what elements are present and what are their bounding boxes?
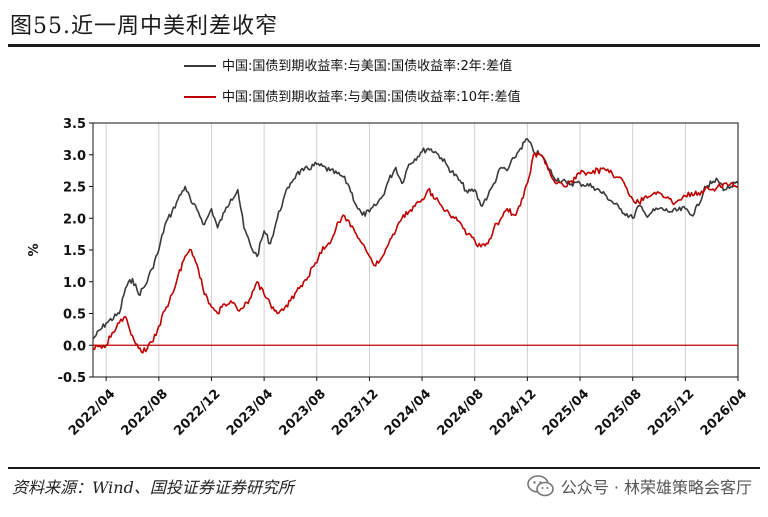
series-line-0 [92,138,739,340]
y-tick-label-1: 0.0 [63,339,86,354]
watermark-text: 公众号 · 林荣雄策略会客厅 [560,478,752,497]
y-axis-label: % [27,243,42,256]
figure-title: 图55.近一周中美利差收窄 [10,14,278,39]
y-tick-label-0: -0.5 [58,371,86,386]
y-axis-ticks: -0.5 0.0 0.5 1.0 1.5 2.0 2.5 3.0 3.5 [58,117,93,386]
y-tick-label-3: 1.0 [63,276,86,291]
source-note: 资料来源：Wind、国投证券证券研究所 [12,478,294,497]
x-tick-label-5: 2023/12 [329,387,381,439]
x-tick-label-0: 2022/04 [66,387,118,439]
y-tick-label-5: 2.0 [63,212,86,227]
x-tick-label-12: 2026/04 [698,387,750,439]
line-chart: 中国:国债到期收益率:与美国:国债收益率:2年:差值中国:国债到期收益率:与美国… [27,58,750,439]
y-tick-label-2: 0.5 [63,308,86,323]
x-tick-label-3: 2023/04 [224,387,276,439]
watermark: 公众号 · 林荣雄策略会客厅 [526,474,752,498]
x-tick-label-9: 2025/04 [540,387,592,439]
x-tick-label-4: 2023/08 [277,387,329,439]
legend: 中国:国债到期收益率:与美国:国债收益率:2年:差值中国:国债到期收益率:与美国… [184,58,520,105]
x-tick-label-6: 2024/04 [382,387,434,439]
y-tick-label-7: 3.0 [63,149,86,164]
y-tick-label-4: 1.5 [63,244,86,259]
x-tick-label-8: 2024/12 [487,387,539,439]
title-divider [8,44,760,47]
x-tick-label-10: 2025/08 [593,387,645,439]
x-tick-label-7: 2024/08 [435,387,487,439]
series-layer [92,138,739,354]
x-tick-label-1: 2022/08 [119,387,171,439]
y-tick-label-6: 2.5 [63,181,86,196]
x-tick-label-2: 2022/12 [171,387,223,439]
legend-label-0: 中国:国债到期收益率:与美国:国债收益率:2年:差值 [222,58,512,74]
x-tick-label-11: 2025/12 [645,387,697,439]
x-axis-ticks: 2022/04 2022/08 2022/12 2023/04 2023/08 2023/… [66,377,750,439]
gridlines [105,123,739,377]
footer-divider [8,467,760,469]
y-tick-label-8: 3.5 [63,117,86,132]
wechat-icon [526,475,554,497]
legend-label-1: 中国:国债到期收益率:与美国:国债收益率:10年:差值 [222,89,520,105]
series-line-1 [92,152,739,354]
